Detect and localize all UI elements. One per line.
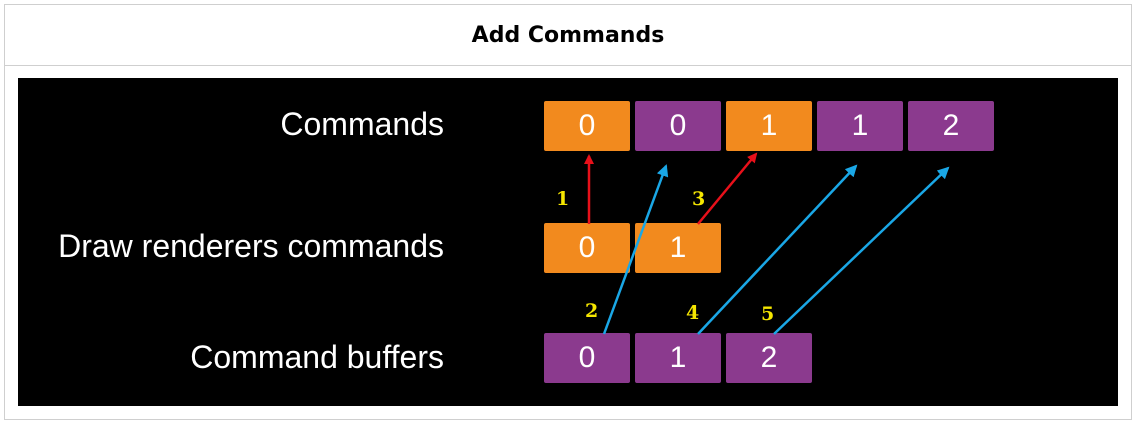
command-buffer-cell-0: 0: [544, 333, 630, 383]
step-label-5: 5: [761, 303, 775, 325]
draw-renderer-cell-0: 0: [544, 223, 630, 273]
command-cell-1-purple: 1: [817, 101, 903, 151]
draw-renderer-cell-1: 1: [635, 223, 721, 273]
command-buffer-cell-1: 1: [635, 333, 721, 383]
title-header: Add Commands: [5, 5, 1131, 66]
arrow-step-5: [773, 166, 950, 335]
row-label-commands: Commands: [280, 106, 444, 142]
arrows-layer: [584, 152, 950, 335]
page-title: Add Commands: [471, 22, 665, 48]
command-cell-2-purple: 2: [908, 101, 994, 151]
step-label-1: 1: [556, 188, 570, 210]
row-label-draw-renderers: Draw renderers commands: [58, 228, 444, 264]
command-cell-1-orange: 1: [726, 101, 812, 151]
command-cell-0-orange: 0: [544, 101, 630, 151]
step-label-3: 3: [692, 188, 706, 210]
arrow-step-2: [602, 164, 669, 335]
step-label-4: 4: [686, 302, 700, 324]
commands-diagram: Commands Draw renderers commands Command…: [18, 78, 1118, 406]
command-buffer-cell-2: 2: [726, 333, 812, 383]
arrow-step-3: [697, 152, 758, 225]
arrow-step-4: [697, 164, 858, 335]
row-label-command-buffers: Command buffers: [190, 339, 444, 375]
step-label-2: 2: [585, 300, 599, 322]
command-cell-0-purple: 0: [635, 101, 721, 151]
